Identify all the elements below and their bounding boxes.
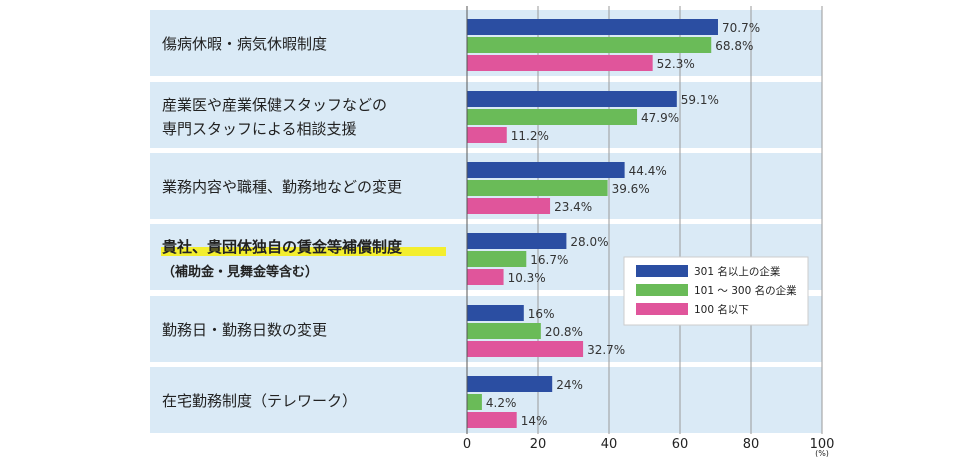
- x-tick-label: 80: [743, 437, 760, 452]
- bar: [467, 323, 541, 339]
- bar: [467, 269, 504, 285]
- bar: [467, 109, 638, 125]
- x-tick-label: 0: [463, 437, 471, 452]
- bar: [467, 180, 608, 196]
- value-label: 47.9%: [641, 111, 679, 125]
- bar: [467, 198, 551, 214]
- category-sublabel: （補助金・見舞金等含む）: [162, 264, 318, 280]
- legend: 301 名以上の企業 101 ～ 300 名の企業 100 名以下: [623, 256, 809, 326]
- x-tick-label: 40: [601, 437, 618, 452]
- value-label: 32.7%: [587, 343, 625, 357]
- legend-swatch: [636, 284, 688, 296]
- value-label: 52.3%: [657, 57, 695, 71]
- value-label: 10.3%: [508, 271, 546, 285]
- bar: [467, 127, 507, 143]
- bar: [467, 19, 718, 35]
- x-tick-label: 60: [672, 437, 689, 452]
- x-tick-label: 100: [810, 437, 835, 452]
- category-labels: 傷病休暇・病気休暇制度産業医や産業保健スタッフなどの専門スタッフによる相談支援業…: [162, 35, 403, 410]
- value-label: 20.8%: [545, 325, 583, 339]
- category-highlight: [161, 247, 446, 256]
- value-label: 68.8%: [715, 39, 753, 53]
- bar: [467, 55, 653, 71]
- category-label: 傷病休暇・病気休暇制度: [162, 35, 327, 53]
- bars: [467, 19, 718, 428]
- bar: [467, 251, 527, 267]
- value-label: 39.6%: [612, 182, 650, 196]
- bar: [467, 233, 567, 249]
- bar: [467, 91, 677, 107]
- category-row-backgrounds: [150, 10, 822, 433]
- x-tick-label: 20: [530, 437, 547, 452]
- bar: [467, 412, 517, 428]
- x-unit-label: (%): [815, 449, 829, 457]
- value-labels: 70.7% 59.1% 44.4% 28.0% 16% 24% 68.8% 47.9% 39.6…: [486, 21, 760, 428]
- value-label: 16.7%: [530, 253, 568, 267]
- legend-entry: 100 名以下: [694, 303, 749, 316]
- value-label: 28.0%: [570, 235, 608, 249]
- category-label: 在宅勤務制度（テレワーク）: [162, 392, 357, 410]
- value-label: 11.2%: [511, 129, 549, 143]
- category-label: 産業医や産業保健スタッフなどの: [162, 96, 387, 114]
- legend-swatch: [636, 303, 688, 315]
- bar: [467, 341, 584, 357]
- value-label: 4.2%: [486, 396, 517, 410]
- bar: [467, 162, 625, 178]
- legend-swatch: [636, 265, 688, 277]
- value-label: 70.7%: [722, 21, 760, 35]
- category-label: 業務内容や職種、勤務地などの変更: [162, 178, 402, 196]
- category-label: 専門スタッフによる相談支援: [162, 120, 357, 138]
- gridlines: [537, 6, 823, 434]
- value-label: 44.4%: [629, 164, 667, 178]
- bar: [467, 394, 482, 410]
- value-label: 16%: [528, 307, 555, 321]
- value-label: 59.1%: [681, 93, 719, 107]
- bar: [467, 305, 524, 321]
- value-label: 14%: [521, 414, 548, 428]
- legend-entry: 301 名以上の企業: [694, 265, 781, 278]
- category-label: 勤務日・勤務日数の変更: [162, 321, 327, 339]
- bar: [467, 37, 712, 53]
- category-label: 貴社、貴団体独自の賃金等補償制度: [162, 238, 403, 256]
- bar: [467, 376, 553, 392]
- legend-entry: 101 ～ 300 名の企業: [694, 284, 797, 297]
- value-label: 23.4%: [554, 200, 592, 214]
- value-label: 24%: [556, 378, 583, 392]
- x-axis: 0 20 40 60 80 100(%): [463, 6, 835, 457]
